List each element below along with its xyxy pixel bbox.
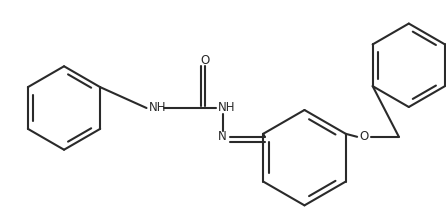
Text: NH: NH: [148, 101, 166, 115]
Text: N: N: [218, 130, 227, 143]
Text: NH: NH: [218, 101, 236, 115]
Text: O: O: [201, 54, 210, 67]
Text: O: O: [359, 130, 369, 143]
